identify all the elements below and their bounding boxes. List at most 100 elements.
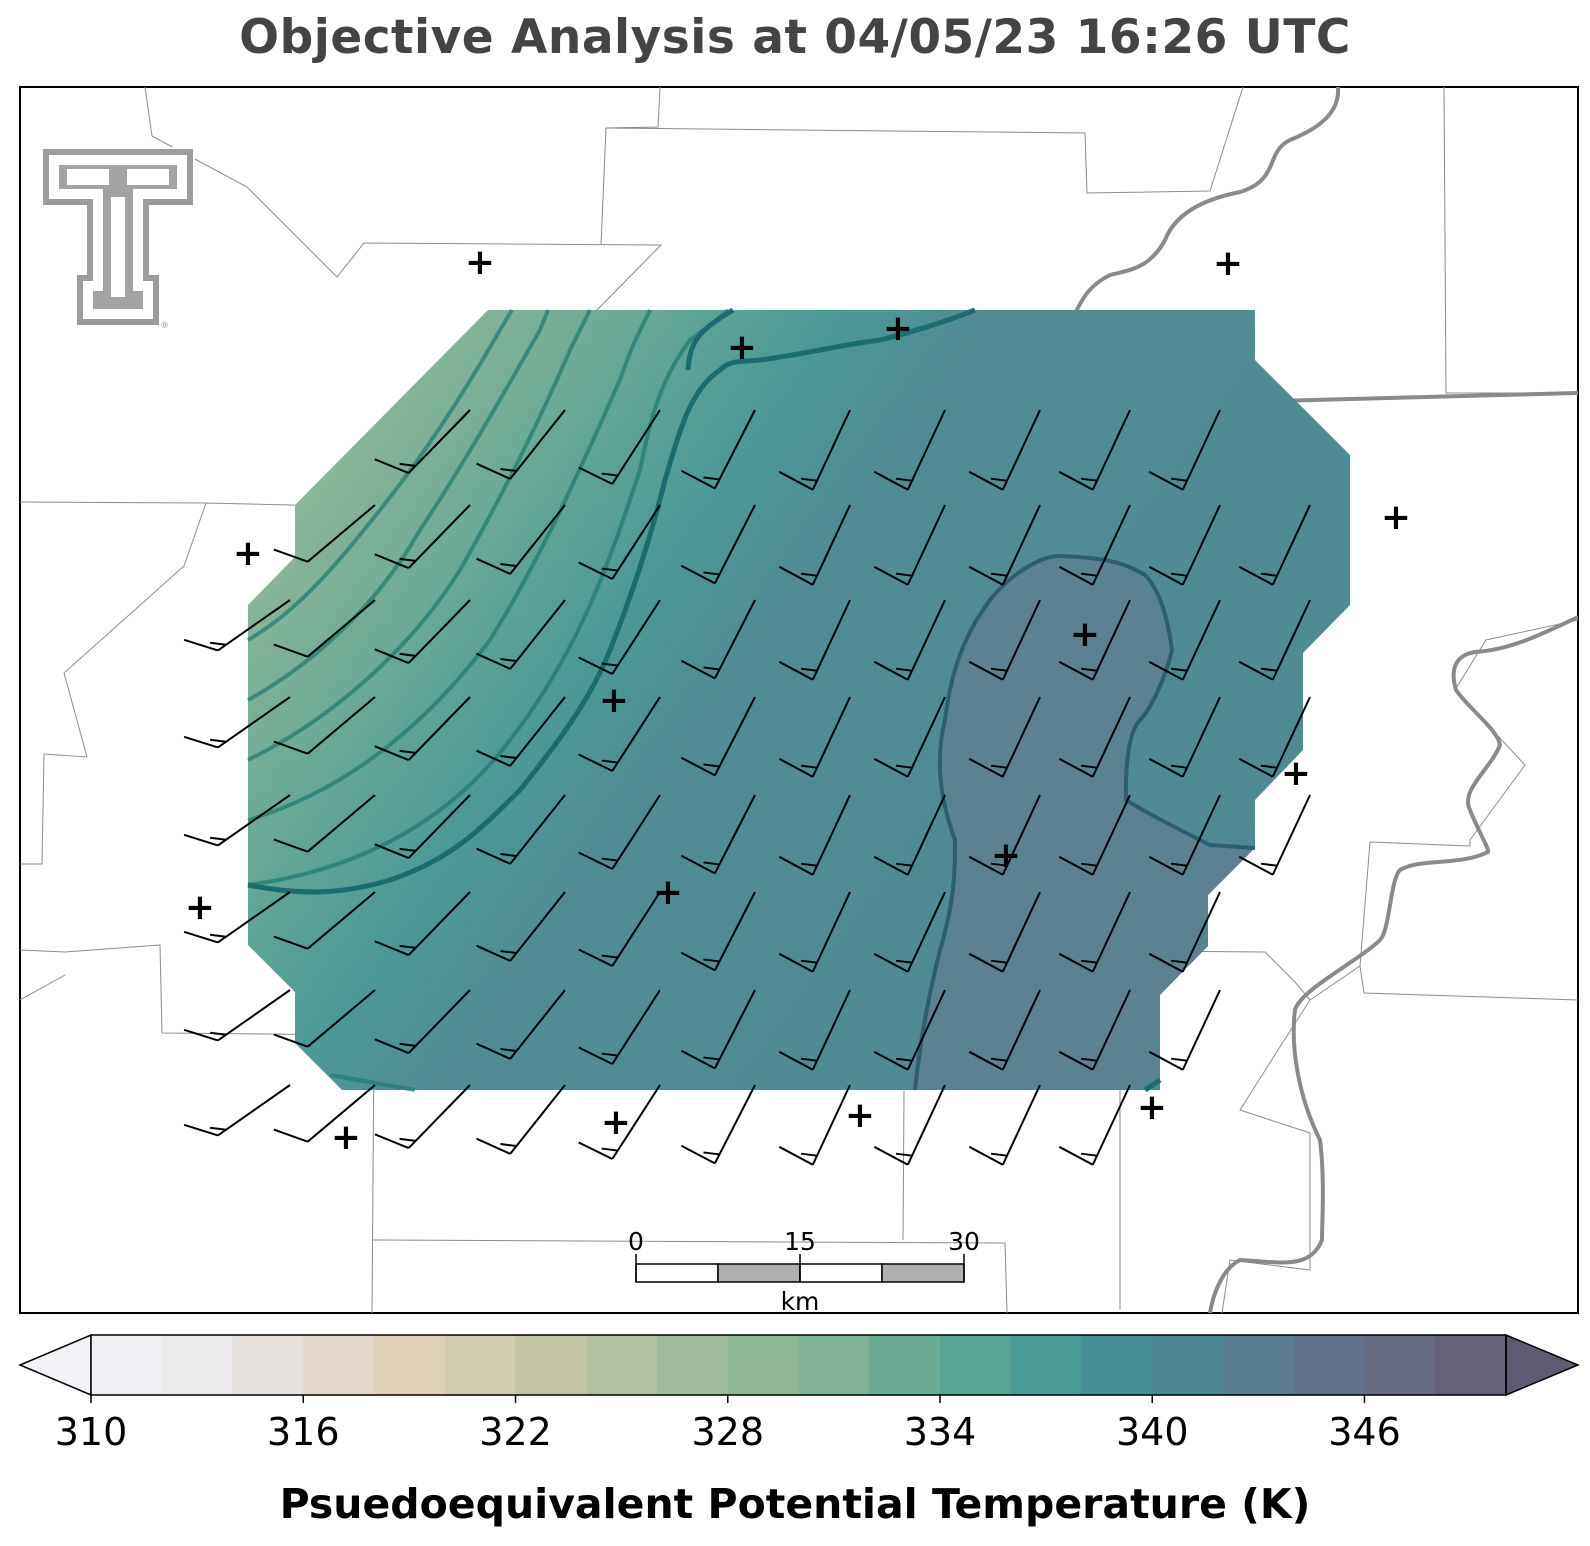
wind-barb-full xyxy=(1148,565,1184,586)
wind-barb-half xyxy=(990,1057,1008,1062)
colorbar-bin xyxy=(1081,1335,1153,1395)
wind-barb-shaft xyxy=(906,504,946,586)
wind-barb-full xyxy=(578,561,613,580)
wind-barb-half xyxy=(703,861,720,866)
wind-barb-full xyxy=(1058,565,1094,586)
wind-barb-full xyxy=(1058,660,1094,681)
wind-barb-shaft xyxy=(1181,599,1221,681)
wind-barb-full xyxy=(778,1050,814,1071)
wind-barb-half xyxy=(1260,667,1278,672)
wind-barb-full xyxy=(968,757,1004,778)
wind-barb-shaft xyxy=(509,1084,566,1155)
wind-barb-shaft xyxy=(509,794,566,865)
wind-barb-shaft xyxy=(217,1084,291,1137)
wind-barb-full xyxy=(968,855,1004,876)
wind-barb-half xyxy=(399,557,416,562)
wind-barb-half xyxy=(990,477,1008,482)
colorbar-bin xyxy=(1152,1335,1224,1395)
wind-barb-full xyxy=(273,935,309,950)
wind-barb-shaft xyxy=(1091,891,1131,973)
wind-barb-shaft xyxy=(714,599,756,679)
wind-barb-half xyxy=(1080,477,1098,482)
wind-barb-full xyxy=(680,659,716,680)
wind-barb-full xyxy=(680,756,716,777)
colorbar-tick-label: 346 xyxy=(1328,1410,1401,1454)
wind-barb-full xyxy=(778,855,814,876)
wind-barb-shaft xyxy=(1181,794,1221,876)
wind-barb-shaft xyxy=(611,1084,661,1160)
wind-barb-shaft xyxy=(906,891,946,973)
texas-tech-double-t-logo: ® xyxy=(41,147,195,331)
wind-barb-half xyxy=(601,857,618,862)
wind-barb-full xyxy=(183,638,219,652)
wind-barb-full xyxy=(873,1145,909,1166)
wind-barb-full xyxy=(273,548,309,563)
wind-barb-half xyxy=(500,1143,517,1148)
wind-barb-full xyxy=(273,740,309,755)
station-marker: + xyxy=(1137,1087,1167,1128)
wind-barb-half xyxy=(500,563,517,568)
wind-barb-shaft xyxy=(509,891,566,962)
wind-barb-half xyxy=(1080,1057,1098,1062)
wind-barb-full xyxy=(778,757,814,778)
station-marker: + xyxy=(845,1095,875,1136)
wind-barb-shaft xyxy=(611,504,661,580)
wind-barb-shaft xyxy=(1001,696,1041,778)
wind-barb-shaft xyxy=(509,696,566,767)
wind-barb-half xyxy=(1260,764,1278,769)
wind-barb-shaft xyxy=(307,891,376,950)
colorbar: 310 316 322 328 334 340 346 xyxy=(18,1333,1580,1454)
wind-barb-half xyxy=(895,1152,913,1157)
wind-barb-half xyxy=(399,847,416,852)
wind-barb-shaft xyxy=(906,989,946,1071)
wind-barb-half xyxy=(209,641,227,646)
station-markers: + + + + + + + + + + + + + + + + xyxy=(185,242,1411,1158)
wind-barb-shaft xyxy=(217,794,291,847)
wind-barb-half xyxy=(1080,764,1098,769)
wind-barb-full xyxy=(183,930,219,944)
wind-barb-full xyxy=(680,951,716,972)
wind-barb-half xyxy=(209,1126,227,1131)
colorbar-bin xyxy=(1435,1335,1507,1395)
wind-barb-half xyxy=(399,1042,416,1047)
colorbar-tick-label: 310 xyxy=(55,1410,128,1454)
wind-barb-shaft xyxy=(611,989,661,1065)
wind-barb-shaft xyxy=(1271,794,1311,876)
colorbar-bin xyxy=(91,1335,163,1395)
wind-barb-half xyxy=(703,666,720,671)
wind-barb-half xyxy=(800,764,818,769)
wind-barb-half xyxy=(601,1052,618,1057)
colorbar-bin xyxy=(1364,1335,1436,1395)
wind-barb-shaft xyxy=(1091,794,1131,876)
wind-barb-shaft xyxy=(1181,891,1221,973)
wind-barb-half xyxy=(399,944,416,949)
wind-barb-shaft xyxy=(1181,696,1221,778)
wind-barb-half xyxy=(1170,959,1188,964)
wind-barb-shaft xyxy=(714,504,756,584)
wind-barb-shaft xyxy=(1091,696,1131,778)
wind-barb-half xyxy=(1170,862,1188,867)
wind-barb-full xyxy=(873,855,909,876)
wind-barb-full xyxy=(578,753,613,772)
wind-barb-full xyxy=(873,1050,909,1071)
wind-barb-shaft xyxy=(1001,599,1041,681)
wind-barb-full xyxy=(578,948,613,967)
wind-barb-shaft xyxy=(811,989,851,1071)
wind-barb-full xyxy=(476,749,511,767)
wind-barb-half xyxy=(399,462,416,467)
theta-e-core-contour xyxy=(913,553,1256,1091)
wind-barb-shaft xyxy=(714,409,756,489)
theta-e-contour-340 xyxy=(247,307,1162,1093)
wind-barb-shaft xyxy=(811,696,851,778)
wind-barb-full xyxy=(1238,855,1274,876)
station-marker: + xyxy=(883,308,913,349)
wind-barb-shaft xyxy=(1271,599,1311,681)
wind-barb-full xyxy=(476,847,511,865)
wind-barb-half xyxy=(399,652,416,657)
wind-barb-full xyxy=(873,952,909,973)
wind-barb-full xyxy=(1148,952,1184,973)
wind-barb-full xyxy=(374,843,410,860)
wind-barb-shaft xyxy=(1091,409,1131,491)
colorbar-bin xyxy=(1293,1335,1365,1395)
colorbar-bin xyxy=(586,1335,658,1395)
